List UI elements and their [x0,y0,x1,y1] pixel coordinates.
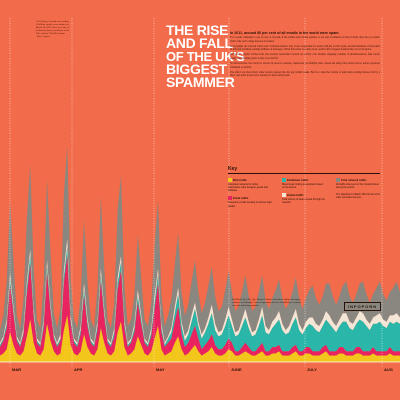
page-title: The rise and fall of the UK's biggest sp… [166,22,245,90]
article-headline: In 2011, around 80 per cent of all email… [230,31,340,35]
title-line-4: biggest [166,61,227,77]
legend-swatch [228,178,232,182]
intro-note: At 10.12pm, Cutwail was sending 20 billi… [36,20,70,39]
key-item-text: Total volume of spam routed through the … [282,198,325,205]
x-tick-label: MAR [12,367,21,372]
key-item-name: Email traffic [233,197,249,201]
x-tick-label: APR [74,367,83,372]
title-line-5: spammer [166,74,235,90]
key-item-name: Web traffic [233,179,247,182]
key-item-name: Email/web traffic [287,179,309,182]
body-paragraph: At its height, the Cutwail botnet sent 7… [230,44,380,52]
key-column-3: Total network traffic All traffic observ… [336,178,380,203]
body-paragraph: The effect was short-lived: other botnet… [230,70,380,78]
key-item-name: Global traffic [287,194,304,198]
title-line-2: and fall [166,35,233,51]
key-divider [228,173,380,174]
title-line-3: of the UK's [166,49,245,64]
series-area-2 [0,256,400,356]
body-paragraph: Microsoft's Digital Crimes Unit and secu… [230,53,380,60]
article-body: For a spam campaign to pay its way at it… [230,36,380,79]
key-item-text: The takedown in March 2011 hit two of it… [336,193,380,200]
legend-swatch [282,178,286,182]
key-item-text: Deceptive emails seeking to harvest logi… [228,201,272,208]
x-tick-label: AUG [384,367,393,372]
legend-swatch [282,193,286,197]
key-column-1: Web traffic Fraudulent adverts for onlin… [228,178,272,212]
key-item-text: All traffic observed on the Cutwail botn… [336,183,379,190]
key-item: Global traffic Total volume of spam rout… [282,193,326,204]
key-heading: Key [228,166,238,172]
series-area-3 [0,247,400,352]
body-paragraph: For a spam campaign to pay its way at it… [230,36,380,43]
key-item: The takedown in March 2011 hit two of it… [336,193,380,199]
key-column-2: Email/web traffic Mixed spam linking to … [282,178,326,209]
legend-swatch [228,196,232,200]
chart-annotation: On March 16, 2011, the 'Rustock' botnet … [232,298,301,308]
key-item-text: Fraudulent adverts for online pharmacies… [228,183,268,193]
body-paragraph: Its infrastructure was traced to servers… [230,62,380,69]
series-area-1 [0,315,400,362]
legend-swatch [336,178,340,182]
x-tick-label: JUNE [231,367,242,372]
key-item: Web traffic Fraudulent adverts for onlin… [228,178,272,192]
section-badge: INFOPORN [344,302,382,311]
series-area-5 [0,145,400,343]
key-item: Email/web traffic Mixed spam linking to … [282,178,326,189]
key-item-text: Mixed spam linking to websites hosted on… [282,183,323,190]
title-line-1: The rise [166,22,229,38]
x-tick-label: JULY [307,367,317,372]
key-item-name: Total network traffic [341,179,367,182]
x-tick-label: MAY [156,367,165,372]
key-item: Total network traffic All traffic observ… [336,178,380,189]
key-item: Email traffic Deceptive emails seeking t… [228,196,272,208]
